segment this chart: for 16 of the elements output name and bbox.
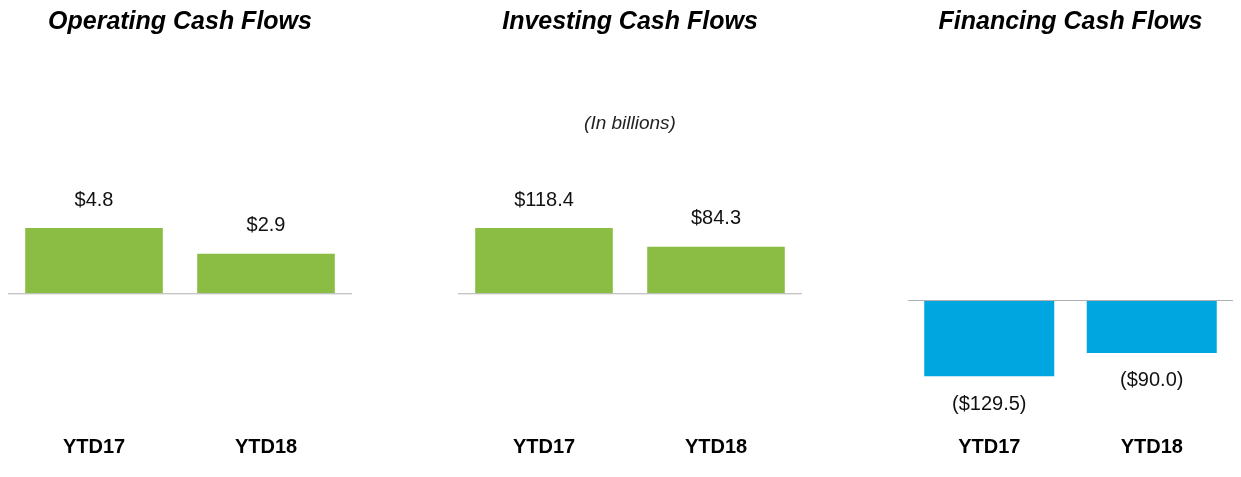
x-tick-label: YTD17 (62, 434, 126, 457)
x-tick-label: YTD17 (512, 434, 576, 457)
data-label: ($90.0) (1120, 368, 1184, 391)
chart-title: Financing Cash Flows (937, 6, 1204, 35)
data-label: $4.8 (74, 187, 114, 210)
x-tick-label: YTD18 (1120, 434, 1183, 457)
x-tick-label: YTD17 (958, 434, 1021, 457)
data-label: ($129.5) (952, 391, 1027, 414)
chart-title: Investing Cash Flows (501, 6, 759, 35)
chart-subtitle: (In billions) (583, 112, 677, 134)
x-tick-label: YTD18 (684, 434, 748, 457)
data-label: $118.4 (514, 187, 574, 210)
x-tick-label: YTD18 (234, 434, 298, 457)
data-label: $84.3 (690, 206, 742, 229)
chart-title: Operating Cash Flows (47, 6, 313, 35)
data-label: $2.9 (246, 213, 286, 236)
